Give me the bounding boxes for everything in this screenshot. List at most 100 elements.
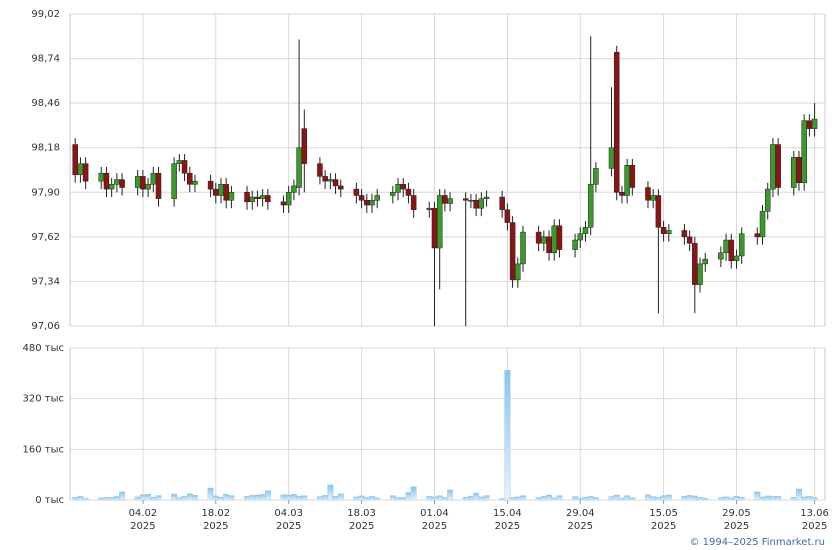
candle-body [259, 195, 266, 199]
volume-bar [254, 494, 261, 501]
volume-bar [181, 496, 188, 501]
candle-body [686, 236, 693, 244]
candle-body [650, 195, 656, 201]
volume-bar [436, 495, 443, 501]
volume-bar [150, 496, 157, 501]
candle-body [515, 263, 521, 281]
candle-body [155, 172, 162, 199]
volume-bar [72, 496, 79, 501]
x-tick-label: 04.02 [129, 508, 158, 519]
candle-body [681, 230, 688, 238]
y-tick-label: 98,18 [31, 143, 60, 154]
volume-bar [223, 494, 230, 501]
volume-bar [207, 487, 214, 501]
x-tick-label: 2025 [802, 521, 827, 532]
volume-tick-label: 480 тыс [23, 343, 64, 354]
candle-body [114, 179, 120, 185]
candle-body [218, 184, 224, 196]
volume-bar [389, 495, 396, 501]
candle-body [207, 180, 214, 190]
volume-bar [520, 495, 526, 501]
x-tick-label: 29.04 [566, 508, 595, 519]
volume-bar [426, 496, 433, 501]
candle-body [478, 198, 485, 209]
volume-bar [796, 488, 802, 501]
candle-body [410, 195, 417, 211]
x-tick-label: 29.05 [722, 508, 751, 519]
candle-body [692, 242, 698, 285]
candle-body [291, 185, 297, 193]
x-tick-label: 01.04 [420, 508, 449, 519]
candle-body [426, 207, 433, 211]
volume-bar [369, 496, 375, 501]
candle-body [645, 187, 651, 201]
y-tick-label: 99,02 [31, 9, 60, 20]
credit: © 1994–2025 Finmarket.ru [689, 537, 825, 548]
candle-body [228, 192, 235, 201]
candle-body [405, 188, 412, 196]
volume-bar [332, 496, 339, 501]
volume-bar [337, 493, 344, 501]
volume-bar [624, 495, 631, 501]
x-tick-label: 2025 [568, 521, 593, 532]
volume-bar [186, 493, 193, 501]
volume-bar [769, 496, 776, 501]
volume-bar [504, 370, 511, 501]
candle-body [322, 176, 328, 182]
candle-body [82, 163, 89, 182]
volume-tick-label: 320 тыс [23, 394, 64, 405]
volume-bar [582, 496, 589, 501]
candle-body [535, 231, 542, 244]
candle-body [587, 184, 594, 228]
volume-bar [499, 498, 506, 501]
candle-body [181, 160, 188, 174]
candle-body [338, 185, 344, 190]
candle-body [369, 199, 375, 206]
candle-body [134, 176, 141, 188]
volume-bar [363, 496, 370, 501]
candle-body [655, 195, 662, 228]
volume-bar [806, 496, 813, 501]
candle-body [364, 199, 370, 206]
volume-bar [702, 497, 709, 501]
volume-bar [655, 496, 662, 501]
volume-bar [77, 496, 84, 501]
volume-bar [212, 495, 219, 501]
volume-bar [280, 494, 287, 501]
volume-bar [316, 496, 323, 501]
volume-bar [395, 497, 401, 501]
candle-body [811, 118, 818, 129]
candle-body [796, 157, 802, 183]
candle-body [697, 263, 703, 285]
candle-body [520, 231, 526, 265]
candle-body [499, 196, 505, 211]
x-tick-label: 18.03 [347, 508, 376, 519]
volume-bar [301, 495, 308, 501]
candle-body [176, 160, 183, 164]
volume-bar [249, 495, 256, 501]
volume-bar [108, 496, 115, 501]
x-tick-label: 18.02 [201, 508, 230, 519]
x-tick-label: 2025 [130, 521, 155, 532]
candle-body [390, 192, 396, 196]
x-tick-label: 2025 [724, 521, 749, 532]
candle-body [733, 255, 740, 261]
candle-body [629, 164, 636, 188]
candle-body [254, 196, 261, 199]
candle-body [395, 184, 401, 193]
volume-bar [764, 495, 771, 501]
candle-body [244, 192, 250, 203]
volume-bar [514, 496, 521, 501]
volume-bar [691, 495, 698, 501]
volume-bar [322, 495, 329, 501]
volume-bar [405, 492, 412, 501]
volume-bar [645, 494, 651, 501]
volume-bar [660, 495, 667, 501]
volume-bar [244, 496, 250, 501]
volume-bar [775, 496, 782, 501]
candle-body [301, 128, 308, 164]
candle-body [468, 199, 474, 202]
candle-body [619, 192, 625, 196]
candle-body [192, 180, 198, 185]
